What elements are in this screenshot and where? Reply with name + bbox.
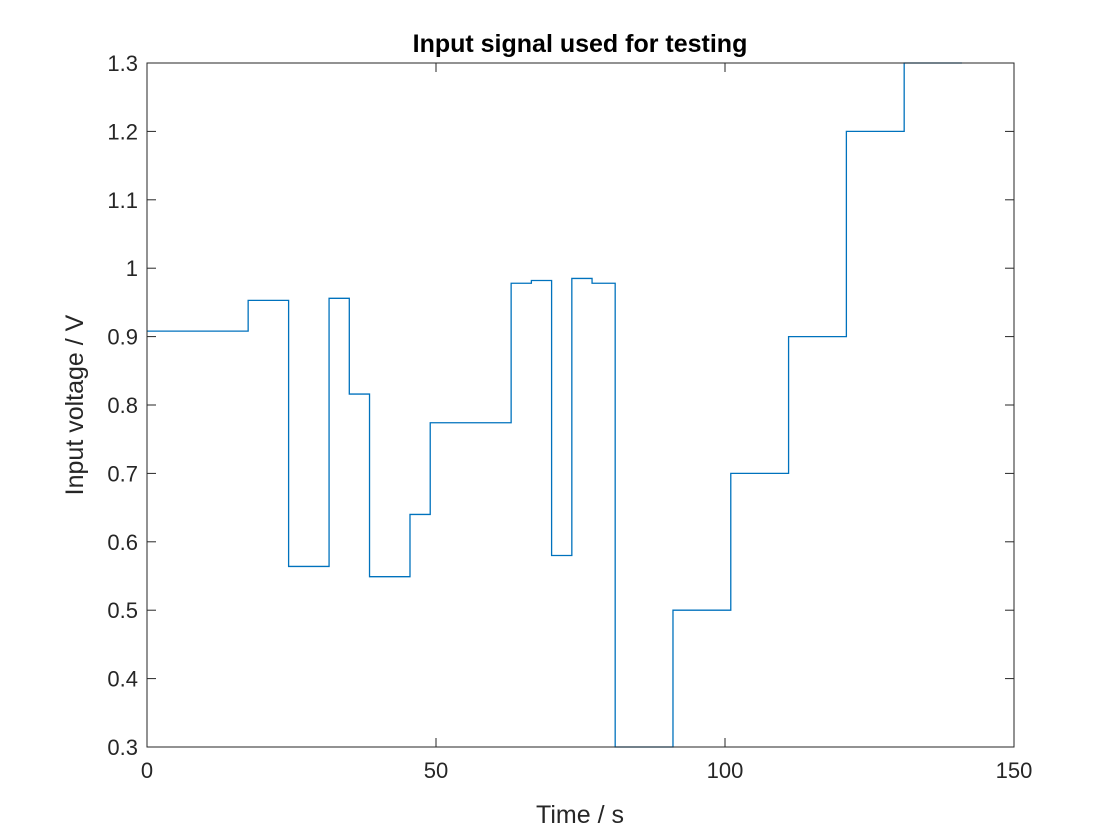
x-axis-label: Time / s bbox=[536, 801, 624, 829]
x-tick-label: 100 bbox=[707, 758, 744, 783]
ticks-layer: 0 50 100 150 0.3 0.4 0.5 0.6 0.7 0.8 0.9 1 1.1 1.2 1.3 bbox=[107, 51, 1032, 783]
y-tick-label: 1 bbox=[126, 256, 138, 281]
x-tick-label: 0 bbox=[141, 758, 153, 783]
y-tick-label: 1.3 bbox=[107, 51, 138, 76]
y-tick-label: 1.2 bbox=[107, 119, 138, 144]
series-line bbox=[147, 62, 962, 748]
y-tick-label: 0.4 bbox=[107, 667, 138, 692]
y-tick-label: 0.9 bbox=[107, 325, 138, 350]
y-tick-label: 0.5 bbox=[107, 598, 138, 623]
x-tick-label: 50 bbox=[424, 758, 448, 783]
plot-area bbox=[147, 63, 1014, 747]
axes-box bbox=[146, 62, 1015, 748]
y-axis-label: Input voltage / V bbox=[61, 314, 89, 495]
y-tick-label: 0.7 bbox=[107, 461, 138, 486]
series-layer bbox=[147, 62, 962, 748]
y-tick-label: 0.8 bbox=[107, 393, 138, 418]
y-tick-label: 0.3 bbox=[107, 735, 138, 760]
x-tick-label: 150 bbox=[996, 758, 1033, 783]
chart-title: Input signal used for testing bbox=[413, 30, 748, 58]
y-tick-label: 1.1 bbox=[107, 188, 138, 213]
y-tick-label: 0.6 bbox=[107, 530, 138, 555]
